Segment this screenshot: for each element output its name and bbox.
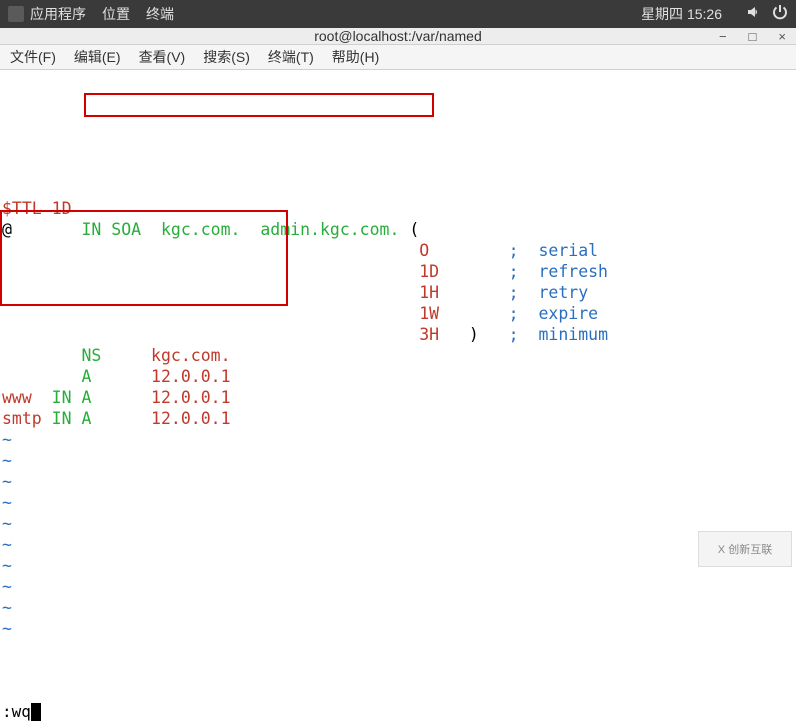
menu-edit[interactable]: 编辑(E): [70, 45, 125, 69]
menu-view[interactable]: 查看(V): [135, 45, 190, 69]
terminal-menubar: 文件(F) 编辑(E) 查看(V) 搜索(S) 终端(T) 帮助(H): [0, 45, 796, 70]
window-titlebar: root@localhost:/var/named − □ ×: [0, 28, 796, 45]
vim-command-line[interactable]: :wq: [0, 701, 796, 723]
volume-icon[interactable]: [746, 4, 762, 24]
apps-menu[interactable]: 应用程序: [30, 4, 86, 24]
cursor: [31, 703, 41, 721]
highlight-box-soa: [84, 93, 434, 117]
menu-help[interactable]: 帮助(H): [328, 45, 383, 69]
window-title: root@localhost:/var/named: [314, 28, 482, 44]
terminal-menu[interactable]: 终端: [146, 4, 174, 24]
places-menu[interactable]: 位置: [102, 4, 130, 24]
power-icon[interactable]: [772, 4, 788, 24]
desktop-top-panel: 应用程序 位置 终端 星期四 15:26: [0, 0, 796, 28]
terminal-window: root@localhost:/var/named − □ × 文件(F) 编辑…: [0, 28, 796, 571]
close-button[interactable]: ×: [774, 27, 790, 46]
maximize-button[interactable]: □: [745, 27, 761, 46]
menu-term[interactable]: 终端(T): [264, 45, 318, 69]
menu-search[interactable]: 搜索(S): [199, 45, 254, 69]
applications-icon: [8, 6, 24, 22]
clock: 星期四 15:26: [641, 4, 722, 24]
zone-file-content: $TTL 1D@ IN SOA kgc.com. admin.kgc.com. …: [2, 198, 796, 639]
watermark: X 创新互联: [698, 531, 792, 567]
menu-file[interactable]: 文件(F): [6, 45, 60, 69]
minimize-button[interactable]: −: [715, 27, 731, 46]
editor-area[interactable]: $TTL 1D@ IN SOA kgc.com. admin.kgc.com. …: [0, 70, 796, 723]
